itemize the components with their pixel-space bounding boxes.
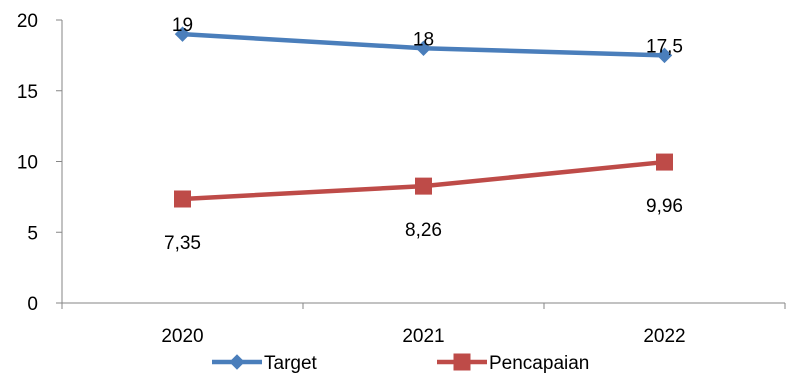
axes	[56, 20, 785, 309]
y-tick-label: 5	[27, 223, 38, 244]
legend-marker-pencapaian	[454, 354, 470, 370]
y-tick-label: 15	[17, 82, 38, 103]
y-tick-label: 20	[17, 11, 38, 32]
point-pencapaian	[175, 191, 191, 207]
data-label-pencapaian: 9,96	[646, 196, 683, 217]
x-tick-label: 2021	[402, 326, 444, 347]
data-label-target: 18	[413, 29, 434, 50]
y-tick-label: 10	[17, 153, 38, 174]
y-tick-labels: 0 5 10 15 20	[17, 11, 38, 315]
data-label-pencapaian: 8,26	[405, 220, 442, 241]
x-tick-label: 2020	[161, 326, 203, 347]
x-tick-label: 2022	[643, 326, 685, 347]
x-tick-labels: 2020 2021 2022	[161, 326, 685, 347]
point-pencapaian	[657, 154, 673, 170]
data-label-target: 19	[172, 15, 193, 36]
legend-label-target: Target	[264, 353, 318, 374]
data-label-pencapaian: 7,35	[164, 233, 201, 254]
data-label-target: 17,5	[646, 36, 683, 57]
legend-label-pencapaian: Pencapaian	[489, 353, 589, 374]
series-layer	[175, 27, 673, 207]
y-tick-label: 0	[27, 294, 38, 315]
legend-marker-target	[230, 355, 244, 369]
legend: Target Pencapaian	[212, 353, 589, 374]
point-pencapaian	[416, 178, 432, 194]
